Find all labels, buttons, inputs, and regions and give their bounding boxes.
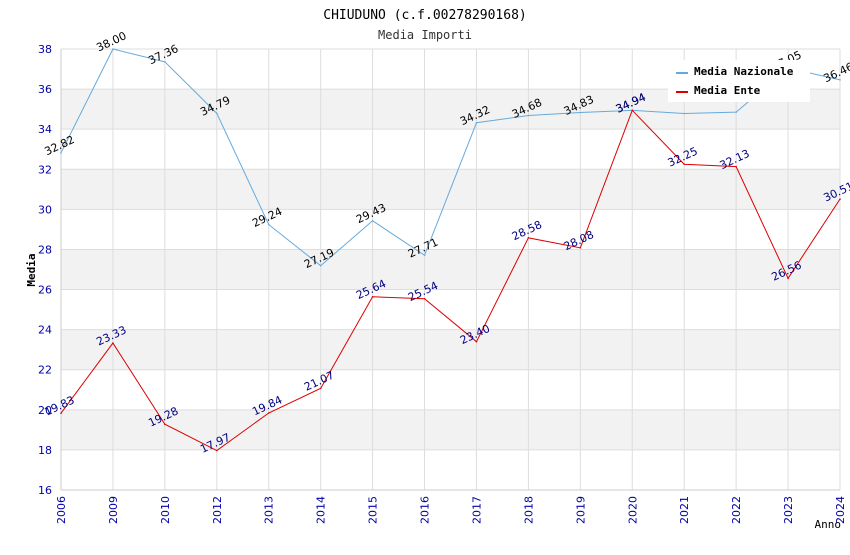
data-point [475,121,478,124]
y-tick-label: 32 [38,163,52,176]
x-tick-label: 2014 [315,496,328,524]
y-tick-label: 34 [38,123,52,136]
data-point [164,423,166,426]
data-point [423,297,426,300]
data-point [371,219,374,222]
data-point [683,163,685,166]
grid-band [61,409,840,450]
data-point [735,165,737,168]
y-tick-label: 20 [38,404,52,417]
legend-label-nazionale: Media Nazionale [694,65,794,78]
x-tick-label: 2023 [782,496,795,524]
grid-band [61,329,840,370]
series-line-nazionale [60,48,841,267]
y-tick-label: 26 [38,284,52,297]
data-point [579,111,582,114]
x-tick-label: 2019 [574,496,587,524]
x-tick-label: 2024 [834,496,847,524]
data-point [60,412,62,415]
data-point [475,340,478,343]
gridlines [60,48,841,491]
grid-bands [61,49,840,490]
y-tick-label: 16 [38,484,52,497]
grid-band [61,289,840,330]
data-point [579,247,582,249]
chart-subtitle: Media Importi [378,28,472,42]
x-tick-label: 2022 [730,496,743,524]
x-tick-label: 2012 [211,496,224,524]
x-tick-label: 2015 [367,496,380,524]
y-tick-labels: 16 18 20 22 24 26 28 30 32 34 36 38 [38,43,52,497]
grid-band [61,249,840,290]
x-tick-label: 2020 [626,496,639,524]
legend-label-ente: Media Ente [694,84,761,97]
data-point [527,237,530,239]
data-point [112,342,114,344]
data-point [787,277,789,280]
y-tick-label: 38 [38,43,52,56]
data-point [164,61,166,63]
y-tick-label: 18 [38,444,52,457]
x-tick-label: 2017 [470,496,483,524]
x-axis-label: Anno [815,518,842,531]
grid-band [61,209,840,250]
legend: Media Nazionale Media Ente [668,60,810,102]
data-point [216,112,218,115]
data-point [735,111,737,113]
grid-band [61,129,840,170]
grid-band [61,449,840,490]
data-point [839,79,841,81]
x-tick-label: 2021 [678,496,691,524]
data-point [216,449,218,452]
y-tick-label: 36 [38,83,52,96]
y-axis-label: Media [25,253,38,286]
y-tick-label: 24 [38,324,52,337]
x-tick-label: 2010 [159,496,172,524]
data-point [839,198,841,200]
data-point [267,412,270,414]
data-point [371,295,374,298]
x-tick-label: 2016 [419,496,432,524]
legend-box [668,60,810,102]
series-lines [60,48,841,452]
grid-band [61,369,840,410]
series-line-ente [60,109,841,452]
data-point [423,254,426,257]
y-tick-label: 28 [38,243,52,256]
chart-title: CHIUDUNO (c.f.00278290168) [323,8,527,23]
x-tick-label: 2006 [55,496,68,524]
data-point [527,114,530,117]
y-tick-label: 30 [38,203,52,216]
data-point [631,109,634,112]
x-tick-label: 2018 [522,496,535,524]
data-point [319,264,322,267]
x-tick-label: 2009 [107,496,120,524]
x-tick-label: 2013 [263,496,276,524]
y-tick-label: 22 [38,364,52,377]
data-point [112,48,114,50]
data-point [683,112,685,115]
data-point [319,387,322,390]
data-point [267,223,270,226]
x-tick-labels: 2006 2009 2010 2012 2013 2014 2015 2016 2017 2018… [55,496,847,524]
data-point [60,152,62,154]
